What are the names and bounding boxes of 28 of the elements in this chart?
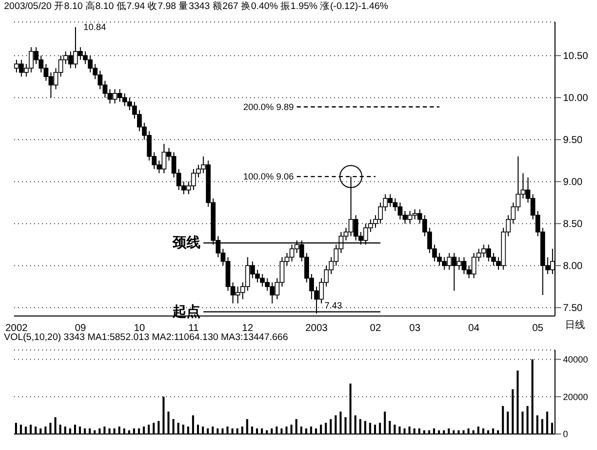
- y-tick-label: 7.50: [563, 303, 583, 314]
- y-tick-label: 0: [563, 429, 568, 440]
- y-tick-label: 9.50: [563, 135, 583, 146]
- ref-line-label: 100.0% 9.06: [243, 172, 294, 182]
- x-tick-label: 2003: [305, 323, 328, 334]
- y-tick-label: 10.50: [563, 51, 588, 62]
- x-tick-label: 10: [134, 323, 146, 334]
- chart-title: VOL(5,10,20) 3343 MA1:5852.013 MA2:11064.130 MA3:13447.666: [4, 332, 288, 343]
- x-tick-label: 09: [74, 323, 86, 334]
- text: 2003/05/20 开8.10 高8.10 低7.94 收7.98 量3343 额267 换0.40% 振1.95% 涨(-0.12)-1.46%: [4, 0, 388, 13]
- x-tick-label: 04: [468, 323, 480, 334]
- x-tick-label: 03: [409, 323, 421, 334]
- annotation: 7.43: [324, 300, 342, 310]
- x-tick-label: 02: [370, 323, 382, 334]
- y-tick-label: 20000: [563, 392, 588, 402]
- annotation: 10.84: [83, 22, 106, 32]
- y-tick-label: 9.00: [563, 177, 583, 188]
- y-tick-label: 8.00: [563, 261, 583, 272]
- x-tick-label: 05: [532, 323, 544, 334]
- text: 日线: [565, 319, 585, 331]
- x-tick-label: 11: [188, 323, 200, 334]
- x-tick-label: 12: [242, 323, 254, 334]
- ref-line-label: 200.0% 9.89: [243, 102, 294, 112]
- ref-line-label: 颈线: [171, 234, 200, 250]
- y-tick-label: 8.50: [563, 219, 583, 230]
- x-tick-label: 2002: [5, 323, 28, 334]
- y-tick-label: 10.00: [563, 93, 588, 104]
- y-tick-label: 40000: [563, 354, 588, 365]
